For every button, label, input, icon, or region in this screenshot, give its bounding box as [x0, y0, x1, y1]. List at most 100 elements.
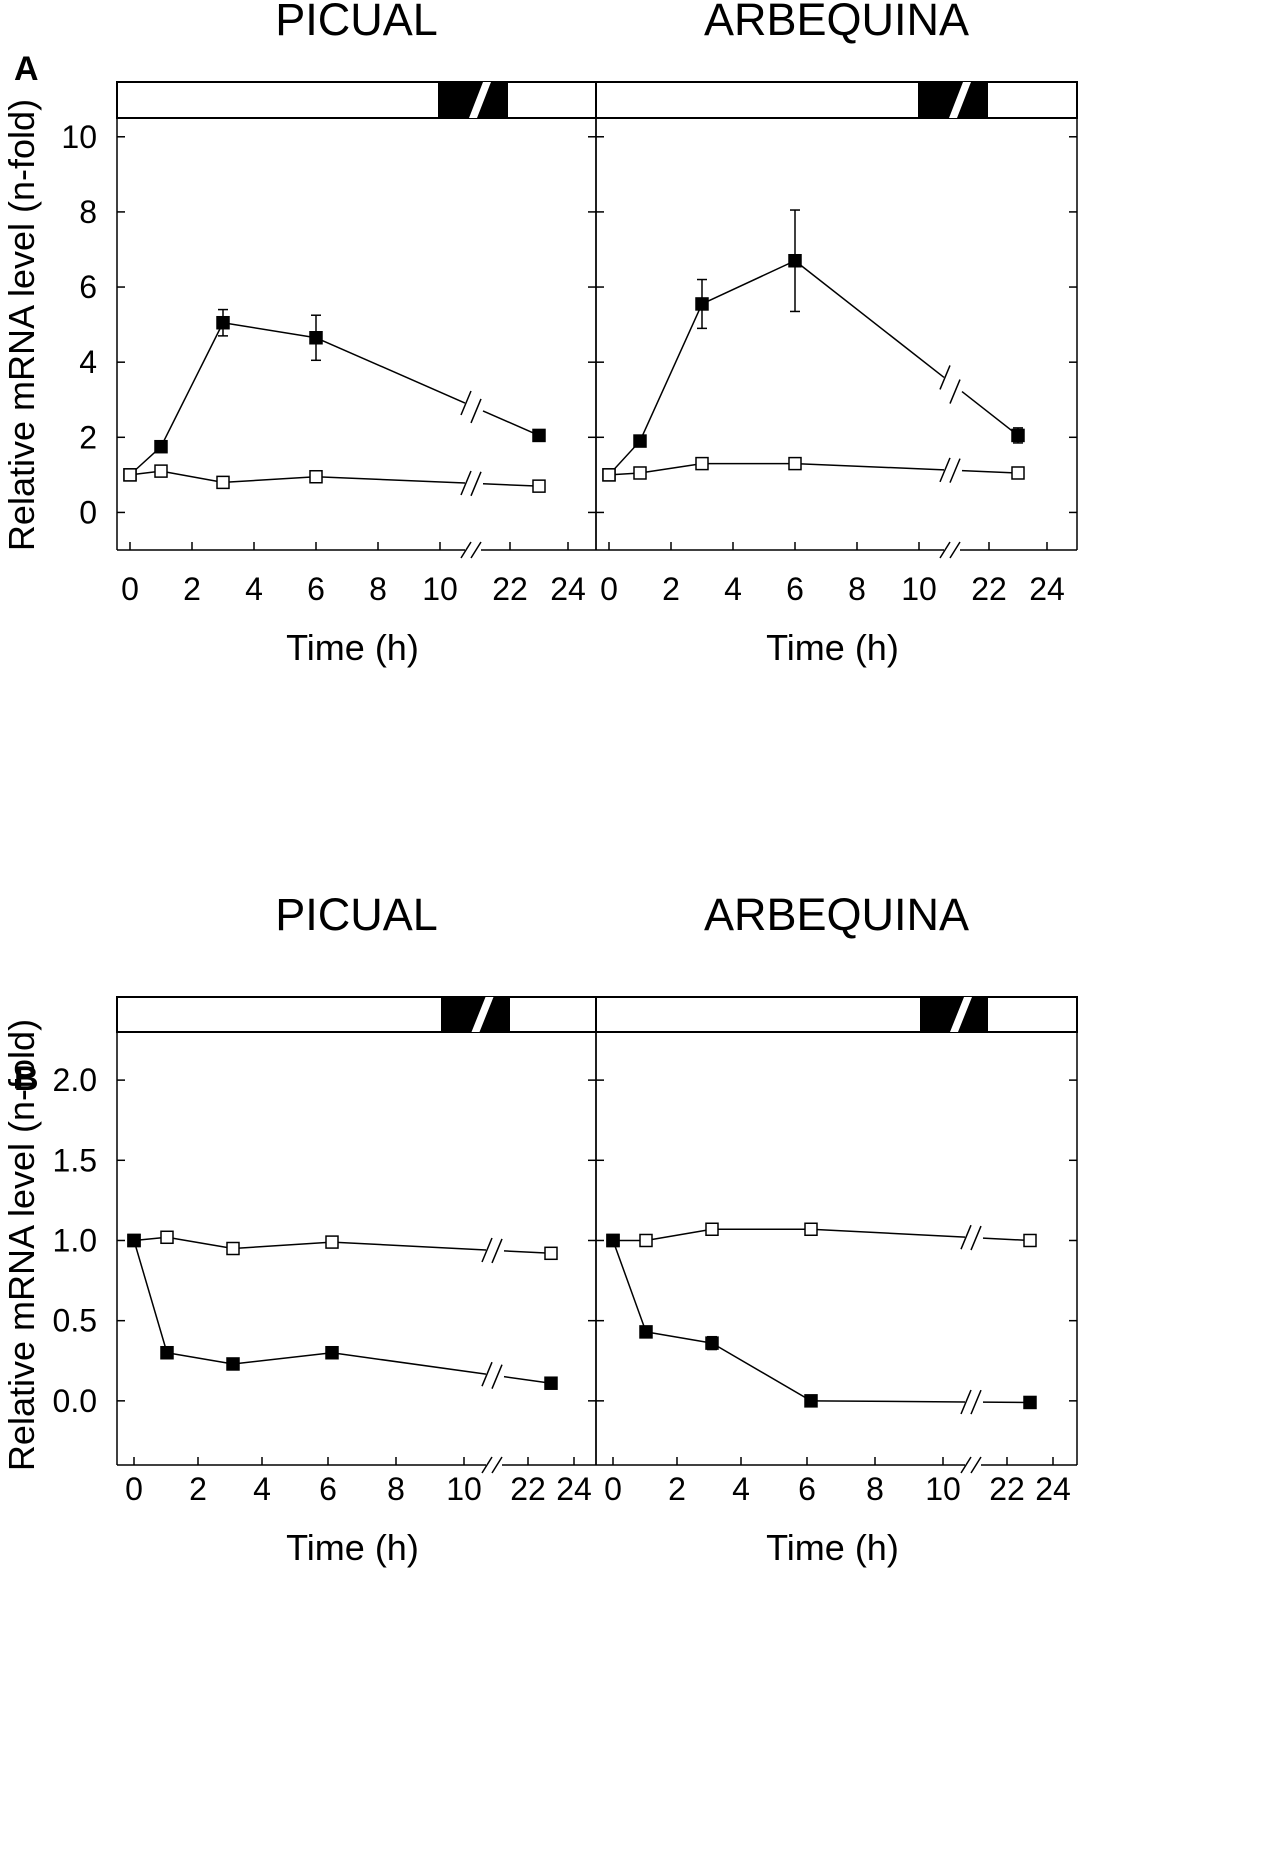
open-square-marker [788, 456, 802, 471]
x-tick-label: 4 [253, 1471, 271, 1507]
y-axis-label: Relative mRNA level (n-fold) [1, 99, 42, 551]
open-square-marker [602, 468, 616, 482]
series-line [711, 1342, 812, 1402]
series-line [331, 1351, 487, 1375]
series-line [133, 1240, 168, 1353]
x-tick-label: 2 [662, 571, 680, 607]
series-break-mark [949, 379, 961, 404]
light-period-bar [595, 996, 1078, 1033]
series-line [645, 1331, 713, 1344]
x-tick-label: 24 [1035, 1471, 1071, 1507]
filled-square-marker [154, 439, 168, 454]
x-tick-label: 8 [369, 571, 387, 607]
light-period-bar [116, 81, 597, 119]
filled-square-marker [705, 1336, 719, 1350]
filled-square-marker [1011, 428, 1025, 443]
chart-title: ARBEQUINA [704, 889, 969, 940]
series-line [701, 260, 796, 305]
panel-label-b: B [14, 1060, 39, 1098]
series-line [639, 462, 703, 474]
series-break-mark [460, 390, 472, 416]
y-tick-label: 6 [79, 269, 97, 305]
series-break-mark [470, 398, 482, 424]
x-tick-label: 0 [604, 1471, 622, 1507]
series-line [331, 1241, 487, 1251]
x-tick-label: 4 [732, 1471, 750, 1507]
series-break-mark [960, 1224, 972, 1250]
series-break-mark [481, 1361, 493, 1387]
x-tick-label: 10 [422, 571, 458, 607]
series-line [961, 469, 1019, 474]
series-1 [602, 209, 1025, 482]
series-line [166, 1236, 234, 1250]
open-square-marker [216, 475, 230, 490]
filled-square-marker [639, 1325, 653, 1339]
x-axis-label: Time (h) [766, 1527, 899, 1568]
series-2 [606, 1233, 1037, 1415]
x-tick-label: 22 [971, 571, 1007, 607]
light-period-bar [116, 996, 597, 1033]
filled-square-marker [532, 428, 546, 443]
series-line [222, 475, 317, 484]
filled-square-marker [633, 434, 647, 448]
x-axis-break [460, 541, 472, 559]
x-axis-break [949, 541, 961, 559]
series-break-mark [470, 471, 482, 497]
series-1 [127, 1230, 558, 1264]
bar-break-mark [469, 82, 491, 118]
series-break-mark [491, 1238, 503, 1264]
series-line [794, 260, 945, 379]
chart-title: PICUAL [275, 889, 438, 940]
series-line [482, 483, 540, 487]
x-tick-label: 2 [668, 1471, 686, 1507]
x-tick-label: 2 [183, 571, 201, 607]
light-period-bar [595, 81, 1078, 119]
series-line [810, 1400, 966, 1403]
filled-square-marker [544, 1376, 558, 1390]
x-tick-label: 6 [307, 571, 325, 607]
filled-square-marker [127, 1233, 141, 1248]
x-tick-label: 8 [387, 1471, 405, 1507]
x-tick-label: 24 [1029, 571, 1065, 607]
series-break-mark [939, 457, 951, 483]
x-tick-label: 4 [724, 571, 742, 607]
y-tick-label: 0 [79, 494, 97, 530]
series-line [961, 390, 1019, 437]
series-line [232, 1351, 333, 1365]
series-break-mark [460, 470, 472, 496]
series-break-mark [960, 1389, 972, 1415]
x-tick-label: 2 [189, 1471, 207, 1507]
filled-square-marker [325, 1345, 339, 1360]
series-line [166, 1352, 234, 1365]
series-line [315, 337, 466, 404]
open-square-marker [544, 1246, 558, 1261]
open-square-marker [633, 466, 647, 480]
x-tick-label: 22 [510, 1471, 546, 1507]
series-1 [606, 1222, 1037, 1251]
filled-square-marker [695, 297, 709, 311]
series-line [482, 410, 540, 437]
y-tick-label: 2.0 [53, 1062, 97, 1098]
x-axis-break [939, 541, 951, 559]
open-square-marker [1023, 1233, 1037, 1248]
open-square-marker [705, 1222, 719, 1237]
bar-break-mark [471, 997, 494, 1032]
y-tick-label: 1.5 [53, 1142, 97, 1178]
series-break-mark [970, 1225, 982, 1251]
y-tick-label: 2 [79, 419, 97, 455]
x-tick-label: 10 [925, 1471, 961, 1507]
x-tick-label: 10 [446, 1471, 482, 1507]
filled-square-marker [160, 1345, 174, 1360]
series-line [222, 321, 317, 339]
x-tick-label: 8 [866, 1471, 884, 1507]
open-square-marker [639, 1233, 653, 1248]
x-tick-label: 6 [319, 1471, 337, 1507]
open-square-marker [309, 469, 323, 484]
open-square-marker [123, 468, 137, 482]
y-tick-label: 0.0 [53, 1383, 97, 1419]
chart-title: ARBEQUINA [704, 0, 969, 45]
series-line [982, 1237, 1031, 1242]
